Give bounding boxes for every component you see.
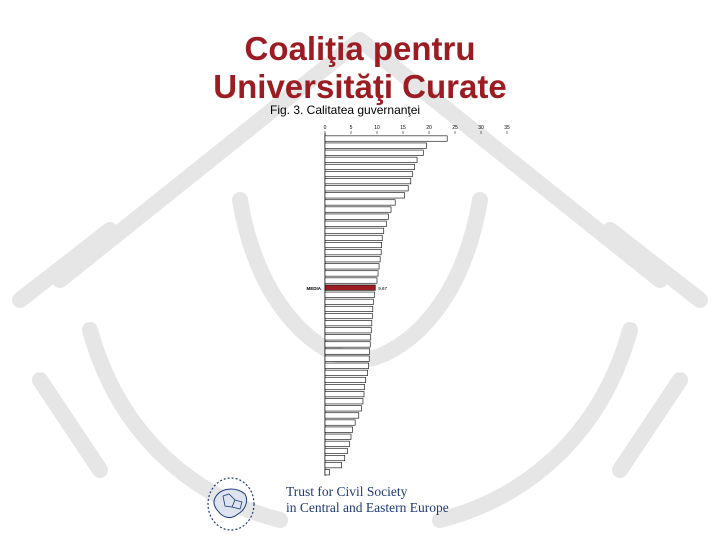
x-tick-label: 10 (374, 125, 380, 131)
bar (324, 171, 413, 178)
bar (324, 135, 448, 142)
bar (324, 213, 389, 220)
bar (324, 291, 375, 298)
bar (324, 405, 362, 412)
bar (324, 355, 370, 362)
bar (324, 348, 371, 355)
bar (324, 384, 365, 391)
bar (324, 426, 353, 433)
bar (324, 149, 424, 156)
bar (324, 249, 382, 256)
x-tick-label: 15 (400, 125, 406, 131)
bar (324, 192, 405, 199)
bar (324, 220, 387, 227)
bar (324, 334, 372, 341)
chart-panel: Fig. 3. Calitatea guvernanţei 0 5 10 15 20 25… (130, 103, 530, 488)
slide-title: Coaliţia pentru Universităţi Curate (0, 30, 720, 106)
slide-title-line-2: Universităţi Curate (213, 68, 507, 105)
bar (324, 320, 373, 327)
highlight-value-label: 9,67 (378, 286, 387, 291)
bar (324, 447, 348, 454)
bar (324, 156, 418, 163)
x-tick-label: 5 (350, 125, 353, 131)
chart-title: Fig. 3. Calitatea guvernanţei (270, 103, 421, 117)
x-tick-label: 30 (478, 125, 484, 131)
organization-name: Trust for Civil Society in Central and E… (286, 484, 486, 516)
bar (324, 327, 372, 334)
bar (324, 369, 368, 376)
bar (324, 242, 382, 249)
bar (324, 419, 356, 426)
bar (324, 227, 385, 234)
bar-chart: 0 5 10 15 20 25 30 35 MEDIA 9,67 (307, 125, 510, 476)
bar (324, 440, 350, 447)
bar (324, 362, 369, 369)
bar (324, 234, 383, 241)
bar (324, 391, 365, 398)
bar (324, 178, 412, 185)
bar (324, 256, 381, 263)
bar (324, 206, 392, 213)
bar (324, 455, 346, 462)
bar (324, 305, 374, 312)
bar (324, 163, 415, 170)
bar (324, 270, 379, 277)
bar (324, 341, 371, 348)
x-tick-label: 0 (324, 125, 327, 131)
bar (324, 376, 366, 383)
bar (324, 433, 352, 440)
bar (324, 142, 427, 149)
bar (324, 398, 364, 405)
bar (324, 412, 360, 419)
bar (324, 277, 378, 284)
bar-highlight (324, 284, 376, 291)
bar (324, 313, 373, 320)
organization-name-line-1: Trust for Civil Society (286, 484, 408, 499)
x-tick-label: 20 (426, 125, 432, 131)
x-tick-label: 35 (504, 125, 510, 131)
slide-title-line-1: Coaliţia pentru (244, 30, 476, 67)
bar (324, 469, 330, 476)
bar (324, 263, 380, 270)
x-tick-label: 25 (452, 125, 458, 131)
bar (324, 185, 409, 192)
bar (324, 462, 342, 469)
highlight-category-label: MEDIA (307, 286, 322, 291)
organization-name-line-2: in Central and Eastern Europe (286, 500, 449, 515)
bar (324, 199, 396, 206)
europe-map-logo (207, 477, 255, 531)
bar (324, 298, 374, 305)
